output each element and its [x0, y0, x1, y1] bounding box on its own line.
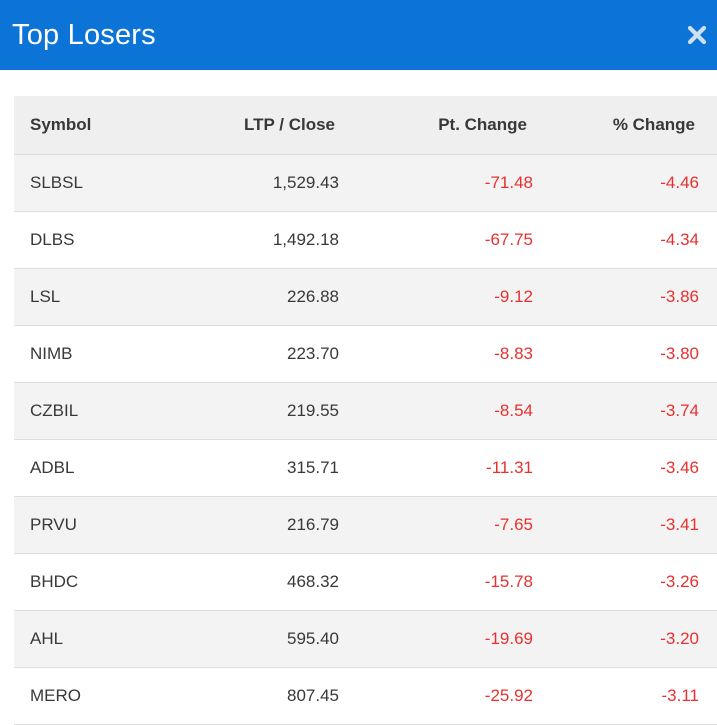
pt-change-cell: -19.69: [349, 610, 539, 668]
pt-change-cell: -8.54: [349, 382, 539, 440]
close-button[interactable]: [677, 0, 717, 70]
table-row[interactable]: CZBIL 219.55 -8.54 -3.74: [14, 382, 717, 440]
pt-change-cell: -11.31: [349, 439, 539, 497]
pt-change-cell: -15.78: [349, 553, 539, 611]
ltp-cell: 1,492.18: [164, 211, 349, 269]
pct-change-cell: -3.80: [539, 325, 717, 383]
ltp-cell: 1,529.43: [164, 154, 349, 212]
symbol-cell[interactable]: NIMB: [14, 325, 164, 383]
table-row[interactable]: NIMB 223.70 -8.83 -3.80: [14, 325, 717, 383]
ltp-cell: 223.70: [164, 325, 349, 383]
pct-change-cell: -3.26: [539, 553, 717, 611]
table-row[interactable]: LSL 226.88 -9.12 -3.86: [14, 268, 717, 326]
table-row[interactable]: ADBL 315.71 -11.31 -3.46: [14, 439, 717, 497]
losers-table: Symbol LTP / Close Pt. Change % Change S…: [14, 96, 717, 725]
pct-change-cell: -3.46: [539, 439, 717, 497]
table-row[interactable]: SLBSL 1,529.43 -71.48 -4.46: [14, 154, 717, 212]
pt-change-cell: -67.75: [349, 211, 539, 269]
column-header-symbol[interactable]: Symbol: [14, 96, 164, 155]
symbol-cell[interactable]: DLBS: [14, 211, 164, 269]
pct-change-cell: -3.74: [539, 382, 717, 440]
pt-change-cell: -25.92: [349, 667, 539, 725]
symbol-cell[interactable]: LSL: [14, 268, 164, 326]
table-row[interactable]: PRVU 216.79 -7.65 -3.41: [14, 496, 717, 554]
symbol-cell[interactable]: ADBL: [14, 439, 164, 497]
pct-change-cell: -3.20: [539, 610, 717, 668]
column-header-ltp[interactable]: LTP / Close: [164, 96, 349, 155]
symbol-cell[interactable]: CZBIL: [14, 382, 164, 440]
ltp-cell: 595.40: [164, 610, 349, 668]
column-header-pt-change[interactable]: Pt. Change: [349, 96, 539, 155]
table-row[interactable]: DLBS 1,492.18 -67.75 -4.34: [14, 211, 717, 269]
pct-change-cell: -3.41: [539, 496, 717, 554]
table-row[interactable]: BHDC 468.32 -15.78 -3.26: [14, 553, 717, 611]
ltp-cell: 226.88: [164, 268, 349, 326]
table-row[interactable]: MERO 807.45 -25.92 -3.11: [14, 667, 717, 725]
table-row[interactable]: AHL 595.40 -19.69 -3.20: [14, 610, 717, 668]
ltp-cell: 468.32: [164, 553, 349, 611]
pct-change-cell: -3.86: [539, 268, 717, 326]
ltp-cell: 315.71: [164, 439, 349, 497]
symbol-cell[interactable]: SLBSL: [14, 154, 164, 212]
symbol-cell[interactable]: AHL: [14, 610, 164, 668]
ltp-cell: 807.45: [164, 667, 349, 725]
table-header-row: Symbol LTP / Close Pt. Change % Change: [14, 96, 717, 155]
pt-change-cell: -71.48: [349, 154, 539, 212]
pct-change-cell: -3.11: [539, 667, 717, 725]
symbol-cell[interactable]: BHDC: [14, 553, 164, 611]
pt-change-cell: -9.12: [349, 268, 539, 326]
losers-table-container: Symbol LTP / Close Pt. Change % Change S…: [14, 96, 717, 725]
page-title: Top Losers: [12, 18, 156, 51]
pt-change-cell: -7.65: [349, 496, 539, 554]
symbol-cell[interactable]: PRVU: [14, 496, 164, 554]
pt-change-cell: -8.83: [349, 325, 539, 383]
close-icon: [687, 25, 707, 45]
pct-change-cell: -4.34: [539, 211, 717, 269]
symbol-cell[interactable]: MERO: [14, 667, 164, 725]
modal-header: Top Losers: [0, 0, 717, 70]
ltp-cell: 219.55: [164, 382, 349, 440]
pct-change-cell: -4.46: [539, 154, 717, 212]
ltp-cell: 216.79: [164, 496, 349, 554]
column-header-pct-change[interactable]: % Change: [539, 96, 717, 155]
